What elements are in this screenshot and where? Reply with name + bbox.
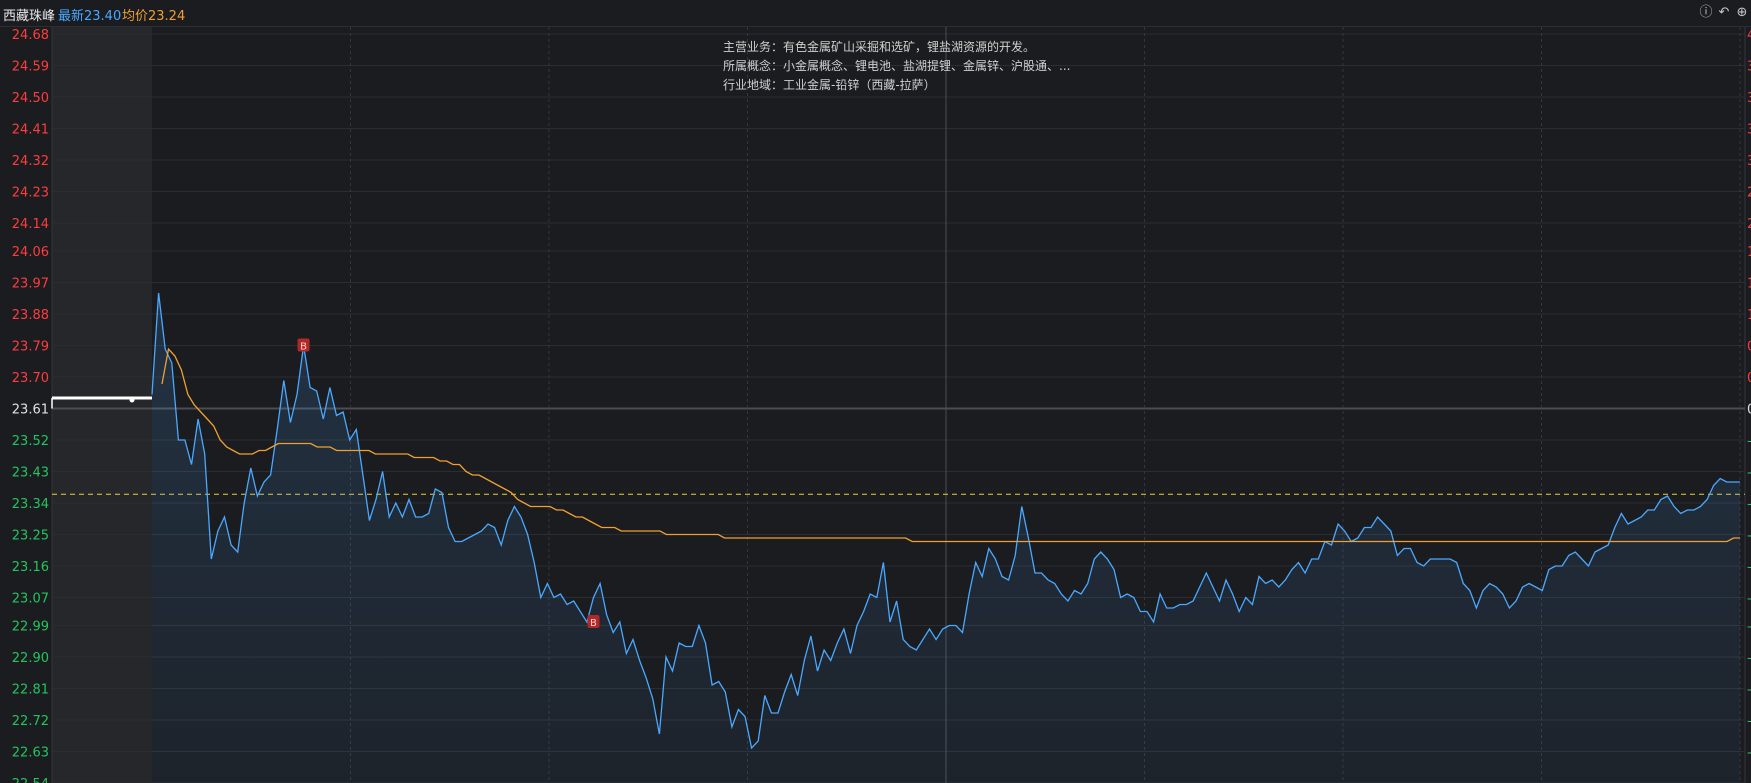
price-area — [152, 293, 1740, 783]
buy-marker-box — [587, 615, 600, 628]
y-tick-label: 23.70 — [12, 371, 49, 386]
right-tick-label: 1 — [1747, 308, 1751, 323]
right-tick-label: - — [1747, 529, 1751, 544]
right-tick-label: - — [1747, 683, 1751, 698]
right-tick-label: - — [1747, 714, 1751, 729]
y-tick-label: 23.52 — [12, 434, 49, 449]
main-business-text: 主营业务：有色金属矿山采掘和选矿，锂盐湖资源的开发。 — [723, 40, 1036, 54]
y-tick-label: 22.72 — [12, 714, 49, 729]
pre-market-section — [51, 396, 152, 409]
series-lines — [151, 292, 1740, 750]
right-tick-label: - — [1747, 777, 1751, 783]
buy-marker[interactable]: B — [587, 615, 600, 629]
y-tick-label: 23.97 — [12, 277, 49, 292]
right-tick-label: 0 — [1747, 340, 1751, 355]
right-axis-labels: 4 3 3 3 3 2 2 1 1 1 0 0 0 - - - - - - - - - - - - — [1747, 28, 1751, 783]
right-tick-label: 3 — [1747, 154, 1751, 169]
y-tick-label: 24.68 — [12, 28, 49, 43]
y-tick-label: 23.79 — [12, 340, 49, 355]
right-tick-label: - — [1747, 466, 1751, 481]
right-tick-label: - — [1747, 497, 1751, 512]
right-tick-label: - — [1747, 592, 1751, 607]
y-tick-label: 24.59 — [12, 60, 49, 75]
buy-marker-label: B — [590, 618, 597, 629]
info-circle-icon[interactable]: ⓘ — [1699, 5, 1713, 20]
stock-info-panel: 主营业务：有色金属矿山采掘和选矿，锂盐湖资源的开发。 所属概念：小金属概念、锂电… — [723, 38, 1070, 95]
right-tick-label: - — [1747, 434, 1751, 449]
price-area-fill — [152, 293, 1740, 783]
right-tick-label: - — [1747, 651, 1751, 666]
pre-market-background — [52, 27, 152, 783]
y-tick-label: 24.41 — [12, 123, 49, 138]
buy-marker-label: B — [300, 342, 307, 353]
buy-marker[interactable]: B — [297, 338, 310, 353]
y-tick-label: 23.88 — [12, 308, 49, 323]
y-tick-label: 24.14 — [12, 217, 49, 232]
y-tick-label: 22.99 — [12, 620, 49, 635]
stock-name[interactable]: 西藏珠峰 — [3, 9, 56, 24]
add-icon[interactable]: ⊕ — [1736, 5, 1748, 20]
right-tick-label: 2 — [1747, 217, 1751, 232]
y-axis-labels: 24.68 24.59 24.50 24.41 24.32 24.23 24.14 24.06… — [12, 28, 49, 783]
right-tick-label: 3 — [1747, 123, 1751, 138]
right-tick-label: 0 — [1747, 403, 1751, 418]
y-tick-label: 23.43 — [12, 466, 49, 481]
pre-market-point — [129, 397, 135, 403]
y-tick-label: 22.90 — [12, 651, 49, 666]
average-price-label: 均价23.24 — [122, 9, 186, 24]
trade-markers[interactable]: BB — [297, 338, 600, 630]
y-tick-label: 24.50 — [12, 91, 49, 106]
right-tick-label: 0 — [1747, 371, 1751, 386]
y-tick-label: 23.34 — [12, 497, 49, 512]
right-tick-label: 3 — [1747, 91, 1751, 106]
right-tick-label: 2 — [1747, 186, 1751, 201]
y-tick-label: 23.07 — [12, 592, 49, 607]
y-tick-label: 22.63 — [12, 746, 49, 761]
y-tick-label: 23.61 — [12, 403, 49, 418]
y-tick-label: 24.32 — [12, 154, 49, 169]
y-tick-label: 24.23 — [12, 186, 49, 201]
price-line — [151, 292, 1740, 750]
average-price-line — [161, 347, 1740, 543]
right-tick-label: 4 — [1747, 28, 1751, 43]
industry-text: 行业地域：工业金属-铅锌（西藏-拉萨） — [723, 78, 936, 92]
y-tick-label: 22.54 — [12, 777, 49, 783]
right-tick-label: - — [1747, 560, 1751, 575]
right-tick-label: - — [1747, 746, 1751, 761]
undo-icon[interactable]: ↶ — [1718, 5, 1730, 20]
buy-marker-box — [297, 338, 310, 352]
chart-header: 西藏珠峰 最新23.40 均价23.24 ⓘ ↶ ⊕ — [0, 0, 1751, 27]
y-tick-label: 23.25 — [12, 529, 49, 544]
y-tick-label: 24.06 — [12, 245, 49, 260]
right-tick-label: 1 — [1747, 245, 1751, 260]
right-tick-label: 3 — [1747, 60, 1751, 75]
right-tick-label: - — [1747, 620, 1751, 635]
latest-price-label: 最新23.40 — [58, 9, 122, 24]
concepts-text: 所属概念：小金属概念、锂电池、盐湖提锂、金属锌、沪股通、... — [723, 59, 1071, 73]
y-tick-label: 23.16 — [12, 560, 49, 575]
right-tick-label: 1 — [1747, 277, 1751, 292]
y-tick-label: 22.81 — [12, 683, 49, 698]
